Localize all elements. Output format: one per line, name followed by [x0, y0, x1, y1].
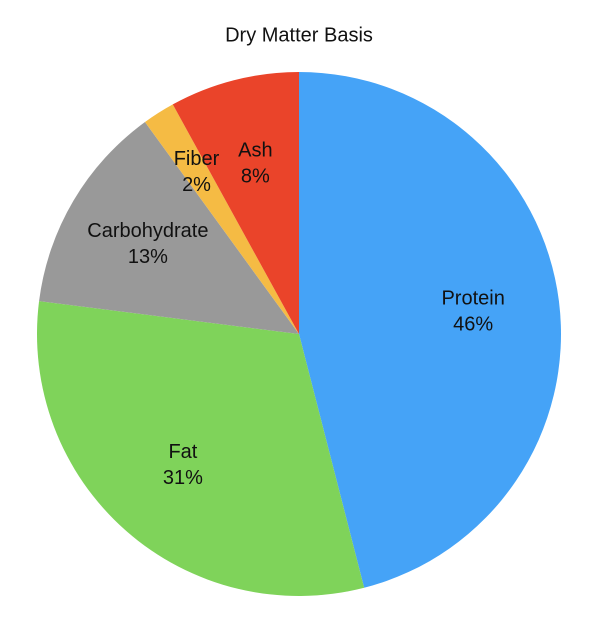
slice-value-label: 2%: [182, 174, 211, 196]
pie-slice: [145, 104, 299, 334]
slice-label: Protein: [441, 287, 504, 309]
slice-value-label: 8%: [241, 165, 270, 187]
slice-label: Ash: [238, 139, 272, 161]
slice-label: Fat: [168, 441, 197, 463]
pie-slice: [39, 122, 299, 335]
chart-title: Dry Matter Basis: [225, 24, 373, 46]
slice-value-label: 31%: [163, 467, 203, 489]
pie-slice: [299, 72, 562, 588]
slice-value-label: 13%: [128, 246, 168, 268]
slice-label: Fiber: [174, 148, 220, 170]
pie-slice: [172, 72, 299, 334]
pie-slice: [36, 301, 365, 596]
slice-value-label: 46%: [453, 313, 493, 335]
slice-label: Carbohydrate: [87, 220, 208, 242]
